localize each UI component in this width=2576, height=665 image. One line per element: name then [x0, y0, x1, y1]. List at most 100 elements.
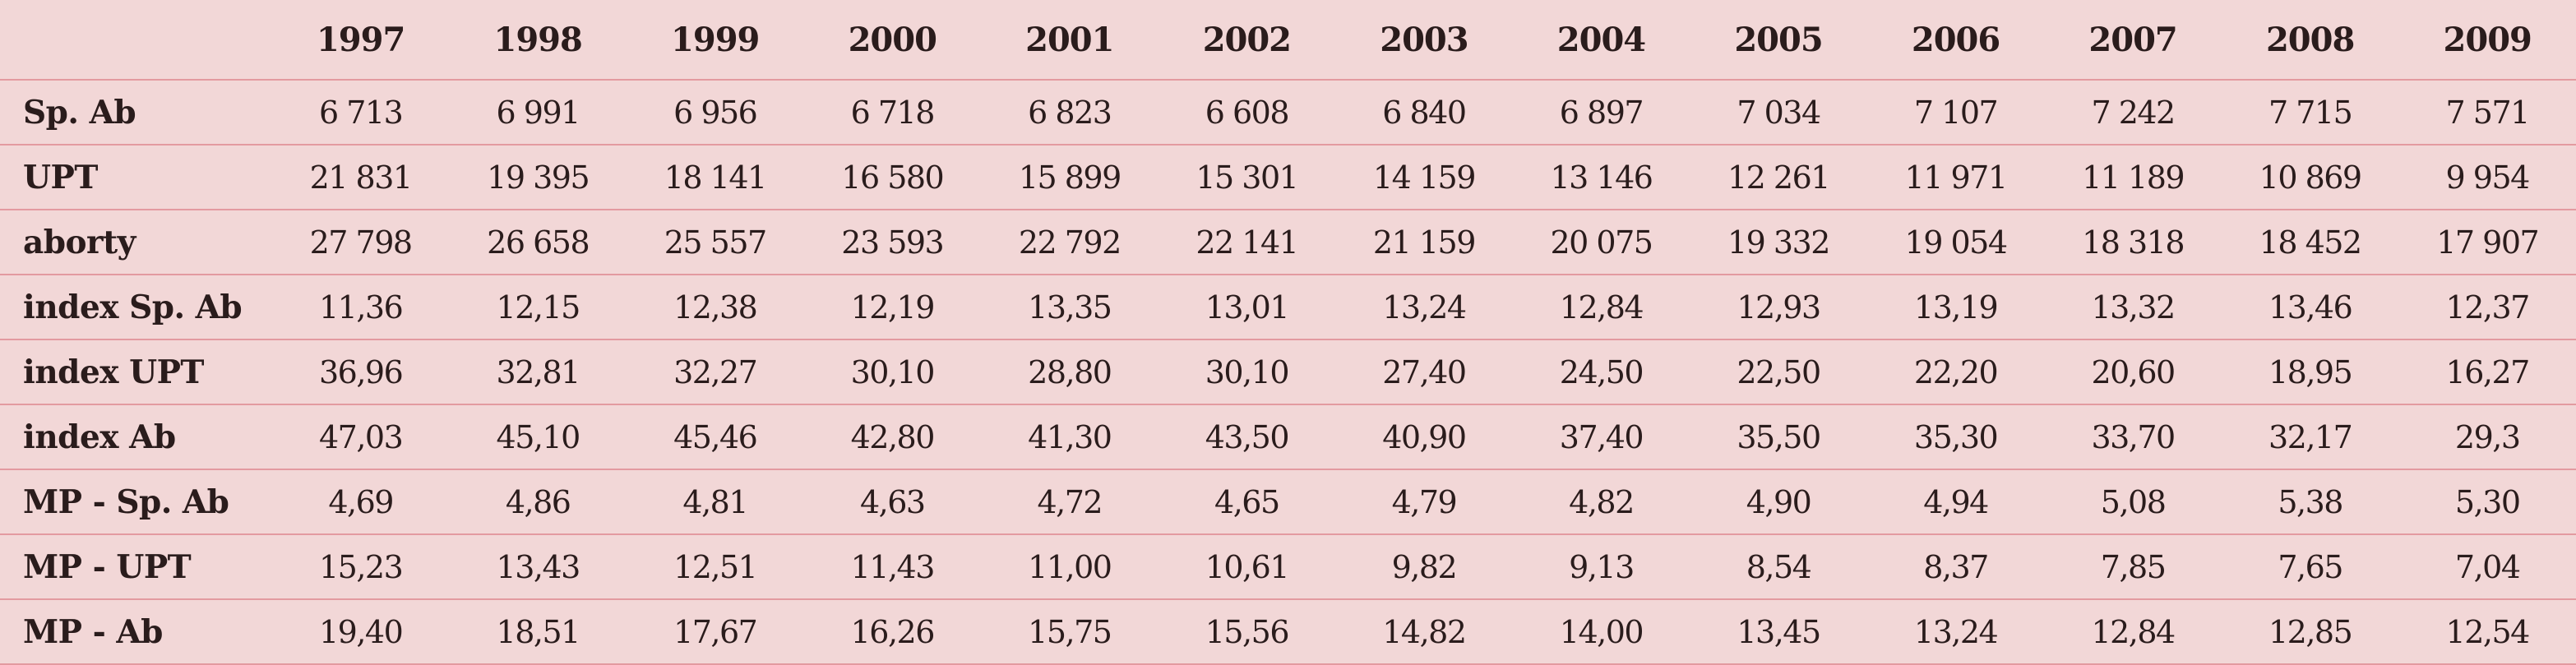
table-cell: 12,19	[803, 275, 982, 340]
table-cell: 4,69	[271, 469, 450, 535]
table-cell: 12,93	[1690, 275, 1867, 340]
year-header-2001: 2001	[981, 0, 1159, 81]
header-row: 1997 1998 1999 2000 2001 2002 2003 2004 2005 2006…	[0, 0, 2576, 81]
table-cell: 37,40	[1512, 404, 1690, 470]
table-cell: 4,82	[1512, 469, 1690, 535]
table-cell: 36,96	[271, 339, 450, 405]
table-cell: 7,85	[2044, 534, 2222, 600]
table-cell: 6 991	[449, 80, 627, 145]
table-cell: 12,84	[1512, 275, 1690, 340]
table-cell: 19 332	[1690, 210, 1867, 275]
table-cell: 6 897	[1512, 80, 1690, 145]
table-cell: 12,38	[626, 275, 804, 340]
table-cell: 4,72	[981, 469, 1159, 535]
table-cell: 43,50	[1158, 404, 1336, 470]
table-cell: 6 956	[626, 80, 804, 145]
table-cell: 4,86	[449, 469, 627, 535]
row-label: MP - Ab	[0, 599, 272, 665]
year-header-2002: 2002	[1158, 0, 1336, 81]
table-cell: 17,67	[626, 599, 804, 665]
table-cell: 11,00	[981, 534, 1159, 600]
table-cell: 10 869	[2221, 145, 2399, 210]
table-cell: 7 107	[1866, 80, 2045, 145]
table-cell: 9,82	[1335, 534, 1513, 600]
table-cell: 27 798	[271, 210, 450, 275]
table-cell: 6 823	[981, 80, 1159, 145]
table-cell: 17 907	[2398, 210, 2576, 275]
table-body: Sp. Ab 6 713 6 991 6 956 6 718 6 823 6 608 6 84…	[0, 80, 2576, 665]
table-cell: 6 840	[1335, 80, 1513, 145]
table-cell: 16 580	[803, 145, 982, 210]
table-cell: 28,80	[981, 339, 1159, 405]
table-cell: 13,32	[2044, 275, 2222, 340]
table-cell: 12,51	[626, 534, 804, 600]
table-row: index Sp. Ab 11,36 12,15 12,38 12,19 13,35 13,…	[0, 275, 2576, 340]
table-cell: 19,40	[271, 599, 450, 665]
table-row: index Ab 47,03 45,10 45,46 42,80 41,30 43,50 40…	[0, 404, 2576, 470]
table-cell: 5,38	[2221, 469, 2399, 535]
table-cell: 19 054	[1866, 210, 2045, 275]
table-row: Sp. Ab 6 713 6 991 6 956 6 718 6 823 6 608 6 84…	[0, 80, 2576, 145]
table-cell: 32,17	[2221, 404, 2399, 470]
table-cell: 45,10	[449, 404, 627, 470]
table-cell: 11 971	[1866, 145, 2045, 210]
table-cell: 15 301	[1158, 145, 1336, 210]
table-cell: 4,81	[626, 469, 804, 535]
table-cell: 13,19	[1866, 275, 2045, 340]
table-cell: 21 831	[271, 145, 450, 210]
table-row: UPT 21 831 19 395 18 141 16 580 15 899 15 301 1…	[0, 145, 2576, 210]
row-label: index Sp. Ab	[0, 275, 272, 340]
table-cell: 13,45	[1690, 599, 1867, 665]
table-cell: 18 141	[626, 145, 804, 210]
table-cell: 18 318	[2044, 210, 2222, 275]
year-header-2000: 2000	[803, 0, 982, 81]
table-cell: 13 146	[1512, 145, 1690, 210]
table-cell: 22 141	[1158, 210, 1336, 275]
table-cell: 4,79	[1335, 469, 1513, 535]
year-header-2004: 2004	[1512, 0, 1690, 81]
table-cell: 5,08	[2044, 469, 2222, 535]
table-cell: 14,82	[1335, 599, 1513, 665]
table-cell: 20 075	[1512, 210, 1690, 275]
table-cell: 4,63	[803, 469, 982, 535]
table-cell: 6 608	[1158, 80, 1336, 145]
row-label: aborty	[0, 210, 272, 275]
table-row: MP - UPT 15,23 13,43 12,51 11,43 11,00 10,61 9,…	[0, 534, 2576, 600]
table-row: aborty 27 798 26 658 25 557 23 593 22 792 22 1…	[0, 210, 2576, 275]
table-cell: 12,84	[2044, 599, 2222, 665]
table-cell: 18,95	[2221, 339, 2399, 405]
table-cell: 7,04	[2398, 534, 2576, 600]
table-row: MP - Sp. Ab 4,69 4,86 4,81 4,63 4,72 4,65 4,79 4…	[0, 469, 2576, 535]
table-cell: 42,80	[803, 404, 982, 470]
table-cell: 8,54	[1690, 534, 1867, 600]
table-cell: 9,13	[1512, 534, 1690, 600]
table-cell: 11,43	[803, 534, 982, 600]
year-header-2007: 2007	[2044, 0, 2222, 81]
table-cell: 13,24	[1335, 275, 1513, 340]
table-cell: 18,51	[449, 599, 627, 665]
table-cell: 23 593	[803, 210, 982, 275]
table-cell: 35,30	[1866, 404, 2045, 470]
year-header-2005: 2005	[1690, 0, 1867, 81]
table-cell: 4,94	[1866, 469, 2045, 535]
table-cell: 32,81	[449, 339, 627, 405]
table-cell: 4,90	[1690, 469, 1867, 535]
table-cell: 6 718	[803, 80, 982, 145]
table-cell: 24,50	[1512, 339, 1690, 405]
table-cell: 12,37	[2398, 275, 2576, 340]
table-cell: 4,65	[1158, 469, 1336, 535]
table-cell: 15,23	[271, 534, 450, 600]
table-cell: 13,35	[981, 275, 1159, 340]
table-cell: 41,30	[981, 404, 1159, 470]
row-label: index UPT	[0, 339, 272, 405]
table-cell: 12,54	[2398, 599, 2576, 665]
table-cell: 15,75	[981, 599, 1159, 665]
year-header-2008: 2008	[2221, 0, 2399, 81]
table-cell: 9 954	[2398, 145, 2576, 210]
table-cell: 33,70	[2044, 404, 2222, 470]
table-cell: 15 899	[981, 145, 1159, 210]
table-cell: 30,10	[803, 339, 982, 405]
table-cell: 14,00	[1512, 599, 1690, 665]
table-cell: 20,60	[2044, 339, 2222, 405]
table-cell: 12,85	[2221, 599, 2399, 665]
